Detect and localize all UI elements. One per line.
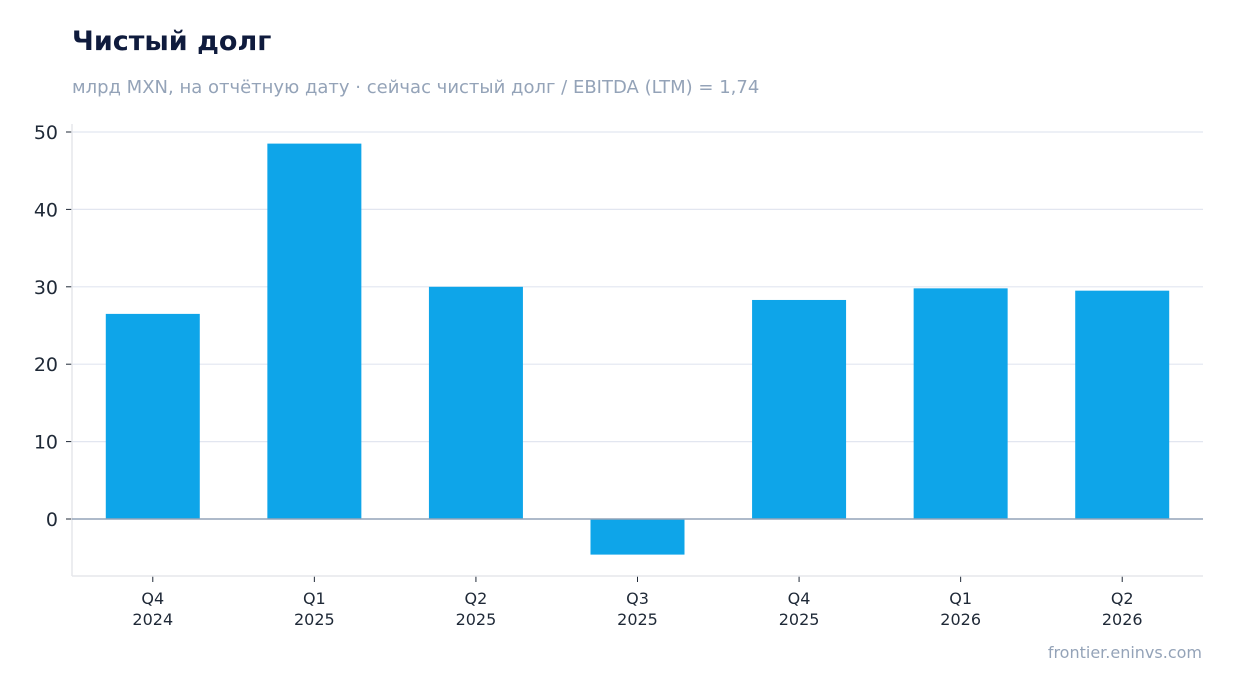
bar xyxy=(267,143,362,520)
y-tick-label: 40 xyxy=(34,199,58,221)
y-tick-labels: 0 10 20 30 40 50 xyxy=(34,122,58,531)
grid-lines xyxy=(72,131,1203,443)
bar xyxy=(913,288,1008,519)
x-tick-label-year: 2026 xyxy=(940,610,981,629)
x-tick-label-year: 2025 xyxy=(294,610,335,629)
bar xyxy=(105,313,200,519)
x-tick-labels: Q4 2024 Q1 2025 Q2 2025 Q3 2025 Q4 2025 Q1 2026 Q2 20… xyxy=(132,589,1142,629)
x-tick-label-quarter: Q4 xyxy=(141,589,164,608)
x-tick-label-year: 2026 xyxy=(1102,610,1143,629)
y-tick-label: 10 xyxy=(34,432,58,454)
bar xyxy=(1075,290,1170,519)
y-tick-label: 0 xyxy=(46,509,58,531)
bar xyxy=(590,519,685,555)
x-tick-label-quarter: Q4 xyxy=(788,589,811,608)
y-tick-label: 30 xyxy=(34,277,58,299)
x-tick-label-quarter: Q2 xyxy=(1111,589,1134,608)
x-tick-label-year: 2025 xyxy=(456,610,497,629)
bars xyxy=(105,143,1170,555)
bar xyxy=(428,286,523,519)
x-tick-label-quarter: Q3 xyxy=(626,589,649,608)
x-tick-label-year: 2025 xyxy=(617,610,658,629)
chart-title: Чистый долг xyxy=(72,26,272,57)
source-link[interactable]: frontier.eninvs.com xyxy=(1047,643,1202,662)
x-tick-label-quarter: Q1 xyxy=(949,589,972,608)
x-tick-label-year: 2025 xyxy=(779,610,820,629)
x-tick-label-quarter: Q1 xyxy=(303,589,326,608)
x-tick-label-year: 2024 xyxy=(132,610,173,629)
y-tick-label: 50 xyxy=(34,122,58,144)
y-tick-label: 20 xyxy=(34,354,58,376)
x-tick-label-quarter: Q2 xyxy=(465,589,488,608)
bar xyxy=(752,299,847,519)
chart-subtitle: млрд MXN, на отчётную дату · сейчас чист… xyxy=(72,77,760,98)
axes xyxy=(66,124,1203,582)
